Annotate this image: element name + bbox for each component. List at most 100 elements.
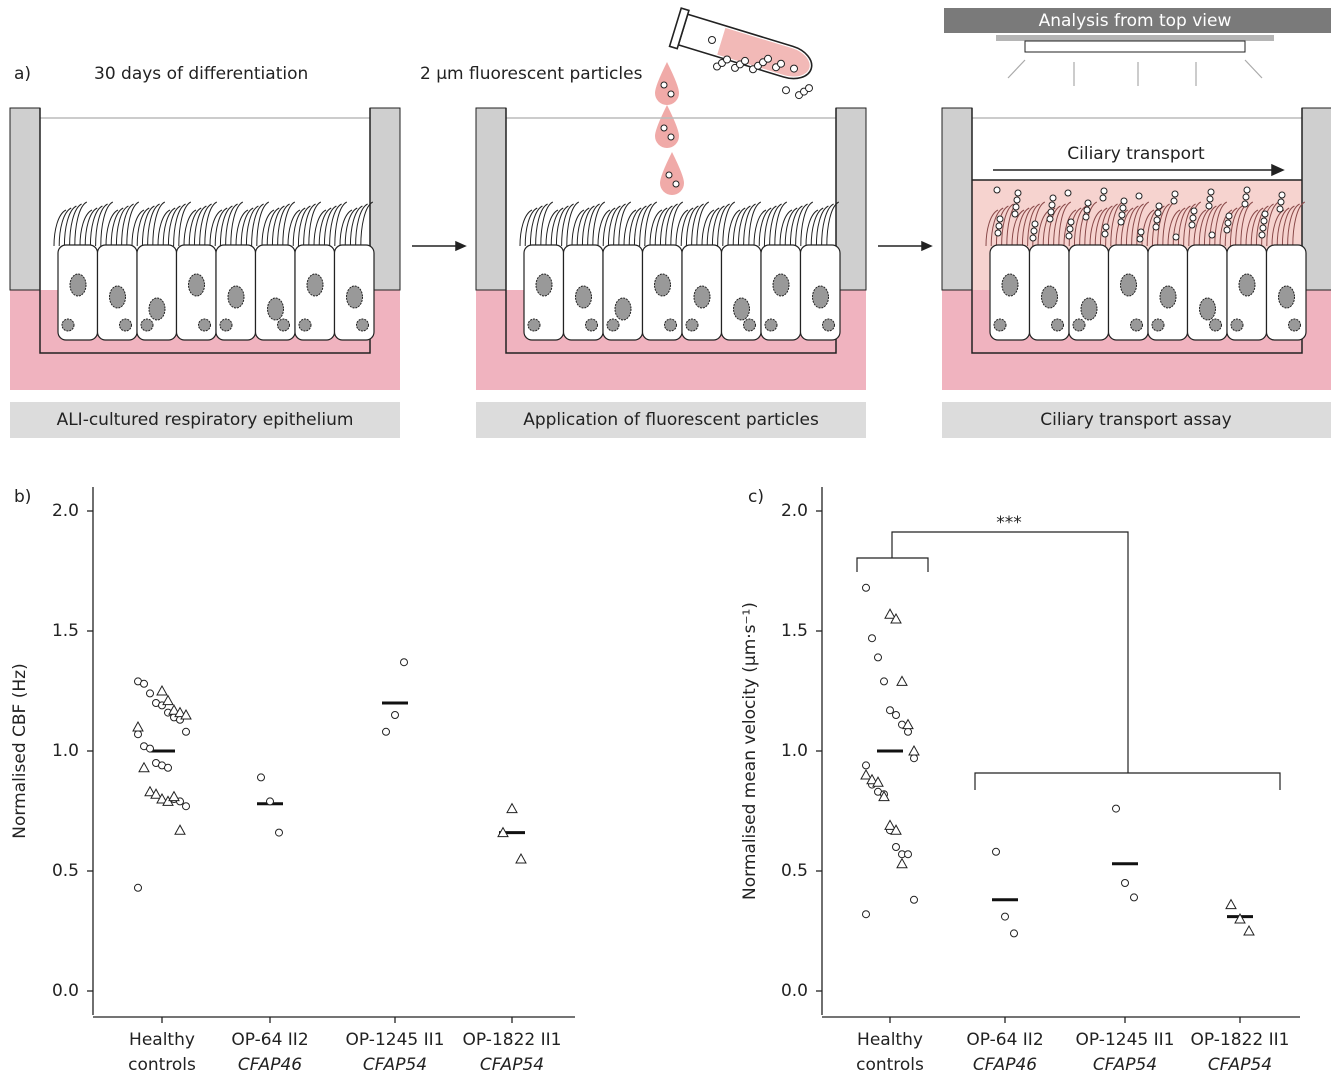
dot-plot: b)Normalised CBF (Hz)0.00.51.01.52.0Heal…: [10, 487, 575, 1075]
particle: [1279, 192, 1285, 198]
particle: [724, 56, 731, 63]
caption: ALI-cultured respiratory epithelium: [57, 410, 354, 430]
triangle-point: [1244, 926, 1254, 935]
particle: [1032, 221, 1038, 227]
particle: [995, 230, 1001, 236]
particle: [1030, 235, 1036, 241]
particle: [778, 60, 785, 67]
nucleus: [528, 319, 540, 331]
particle: [1085, 200, 1091, 206]
x-tick-label: OP-1245 II1: [346, 1030, 445, 1050]
nucleus: [62, 319, 74, 331]
particle: [1224, 227, 1230, 233]
circle-point: [893, 844, 900, 851]
significance-label: ***: [996, 513, 1022, 533]
particle: [1260, 225, 1266, 231]
nucleus: [347, 286, 363, 308]
figure: a) 30 days of differentiation 2 μm fluor…: [0, 0, 1331, 1076]
particle: [1262, 211, 1268, 217]
nucleus: [1131, 319, 1143, 331]
y-axis-label: Normalised CBF (Hz): [10, 663, 30, 838]
nucleus: [268, 298, 284, 320]
particle: [1014, 197, 1020, 203]
particle: [997, 216, 1003, 222]
nucleus: [823, 319, 835, 331]
particle: [791, 65, 798, 72]
particle: [765, 55, 772, 62]
nucleus: [1160, 286, 1176, 308]
particle: [661, 125, 667, 131]
particle: [673, 181, 679, 187]
particle: [1242, 201, 1248, 207]
x-tick-label: OP-64 II2: [966, 1030, 1043, 1050]
x-tick-sublabel: CFAP54: [363, 1055, 427, 1075]
particle: [1191, 208, 1197, 214]
triangle-point: [157, 686, 167, 695]
y-tick-label: 0.5: [52, 861, 79, 881]
circle-point: [881, 678, 888, 685]
panel-label: a): [14, 64, 31, 84]
particle: [1136, 193, 1142, 199]
circle-point: [887, 707, 894, 714]
particle: [1084, 207, 1090, 213]
y-tick-label: 1.5: [781, 621, 808, 641]
circle-point: [392, 712, 399, 719]
triangle-point: [897, 676, 907, 685]
triangle-point: [885, 609, 895, 618]
particle: [1067, 226, 1073, 232]
x-tick-sublabel: CFAP46: [238, 1055, 302, 1075]
particle: [1031, 228, 1037, 234]
nucleus: [536, 274, 552, 296]
triangle-point: [909, 746, 919, 755]
nucleus: [149, 298, 165, 320]
nucleus: [120, 319, 132, 331]
particle: [1065, 190, 1071, 196]
particle: [668, 134, 674, 140]
particle: [1208, 189, 1214, 195]
nucleus: [278, 319, 290, 331]
charts: b)Normalised CBF (Hz)0.00.51.01.52.0Heal…: [10, 487, 1300, 1075]
particle: [1171, 198, 1177, 204]
circle-point: [1122, 880, 1129, 887]
circle-point: [147, 745, 154, 752]
y-tick-label: 1.5: [52, 621, 79, 641]
triangle-point: [516, 854, 526, 863]
triangle-point: [139, 763, 149, 772]
triangle-point: [163, 696, 173, 705]
triangle-point: [169, 792, 179, 801]
circle-point: [1131, 894, 1138, 901]
particle: [1103, 224, 1109, 230]
circle-point: [911, 896, 918, 903]
particle: [1225, 220, 1231, 226]
dot-plot: c)Normalised mean velocity (µm·s⁻¹)0.00.…: [740, 487, 1300, 1075]
particle: [1066, 233, 1072, 239]
particle: [1121, 198, 1127, 204]
particle: [1102, 231, 1108, 237]
nucleus: [607, 319, 619, 331]
particle: [1153, 224, 1159, 230]
particle: [1154, 217, 1160, 223]
nucleus: [1289, 319, 1301, 331]
particle: [1138, 229, 1144, 235]
particle: [709, 37, 716, 44]
particle: [1068, 219, 1074, 225]
particle: [1244, 187, 1250, 193]
nucleus: [1042, 286, 1058, 308]
circle-point: [183, 803, 190, 810]
lens: [996, 35, 1274, 41]
particle: [996, 223, 1002, 229]
well-wall: [476, 108, 506, 290]
nucleus: [665, 319, 677, 331]
circle-point: [276, 829, 283, 836]
tube: [670, 8, 817, 88]
view-rays: [1008, 60, 1262, 86]
nucleus: [1231, 319, 1243, 331]
particle: [1120, 205, 1126, 211]
circle-point: [905, 851, 912, 858]
particle: [1050, 195, 1056, 201]
nucleus: [189, 274, 205, 296]
particle: [1226, 213, 1232, 219]
x-tick-sublabel: CFAP54: [1208, 1055, 1272, 1075]
y-tick-label: 0.5: [781, 861, 808, 881]
particle: [1101, 188, 1107, 194]
